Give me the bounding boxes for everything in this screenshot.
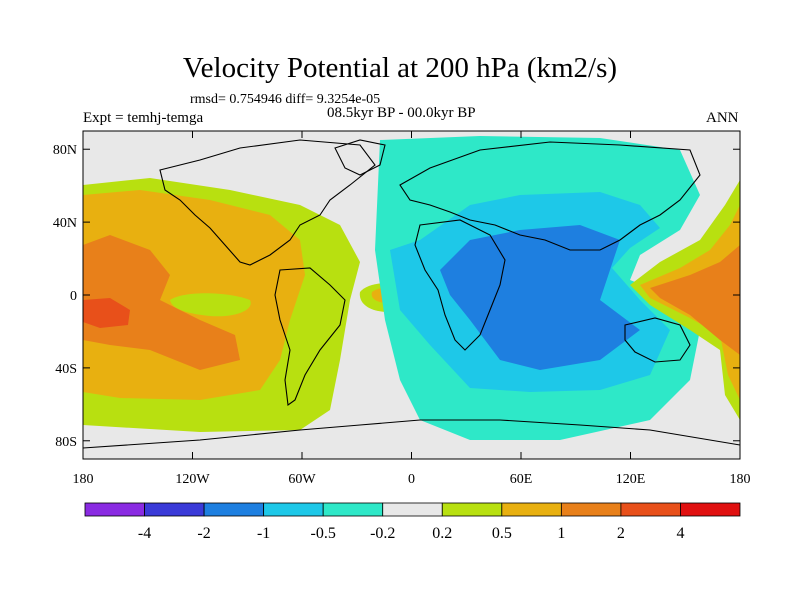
y-tick-label: 40N — [53, 216, 77, 231]
coast-south-america — [274, 267, 346, 406]
coast-australia — [624, 317, 691, 363]
colorbar-swatch — [322, 502, 384, 517]
colorbar-swatch — [620, 502, 681, 517]
y-tick-label: 40S — [55, 362, 77, 377]
stats-line: rmsd= 0.754946 diff= 9.3254e-05 — [190, 92, 381, 107]
y-tick-label: 0 — [70, 289, 77, 304]
field-region-pos-small — [320, 284, 350, 304]
x-tick-label: 120E — [616, 472, 646, 487]
colorbar-swatch — [680, 502, 741, 517]
coast-antarctica — [83, 419, 740, 449]
map-panel — [83, 131, 740, 459]
x-tick-label: 120W — [175, 472, 210, 487]
colorbar-label: -0.5 — [311, 525, 336, 542]
colorbar-swatch — [263, 502, 324, 517]
colorbar-swatch — [501, 502, 562, 517]
colorbar: -4 -2 -1 -0.5 -0.2 0.2 0.5 1 2 4 — [84, 502, 741, 542]
field-region-neg-1 — [440, 225, 640, 370]
y-tick-label: 80S — [55, 435, 77, 450]
x-tick-label: 180 — [73, 472, 94, 487]
y-tick-label: 80N — [53, 143, 77, 158]
colorbar-label: -0.2 — [370, 525, 395, 542]
x-tick-label: 60E — [510, 472, 533, 487]
colorbar-swatch — [144, 502, 205, 517]
x-axis: 180 120W 60W 0 60E 120E 180 — [73, 131, 751, 487]
colorbar-swatch — [84, 502, 145, 517]
colorbar-label: -4 — [138, 525, 151, 542]
colorbar-label: 0.5 — [492, 525, 512, 542]
experiment-label: Expt = temhj-temga — [83, 110, 204, 126]
field-region-pos-2 — [83, 298, 130, 328]
y-axis: 80N 40N 0 40S 80S — [53, 143, 740, 450]
coast-africa — [414, 219, 506, 351]
colorbar-label: 2 — [617, 525, 625, 542]
colorbar-swatch — [203, 502, 265, 517]
coastlines — [83, 139, 740, 449]
field-region-pos-1 — [83, 235, 240, 370]
colorbar-label: 4 — [676, 525, 684, 542]
colorbar-swatch — [382, 502, 443, 517]
colorbar-label: 1 — [557, 525, 565, 542]
field-region-pos-west-pacific-1 — [650, 245, 740, 355]
x-tick-label: 60W — [288, 472, 316, 487]
coast-greenland — [334, 139, 386, 176]
colorbar-label: 0.2 — [432, 525, 452, 542]
colorbar-label: -1 — [257, 525, 270, 542]
period-label: 08.5kyr BP - 00.0kyr BP — [327, 105, 476, 121]
colorbar-label: -2 — [197, 525, 210, 542]
season-label: ANN — [706, 110, 739, 126]
x-tick-label: 0 — [408, 472, 415, 487]
coast-eurasia — [399, 141, 701, 251]
coast-north-america — [159, 139, 376, 266]
field-region-pos-0.2-blob — [170, 293, 251, 317]
plot-title: Velocity Potential at 200 hPa (km2/s) — [182, 52, 618, 84]
colorbar-swatch — [441, 502, 503, 517]
x-tick-label: 180 — [730, 472, 751, 487]
colorbar-swatch — [560, 502, 622, 517]
